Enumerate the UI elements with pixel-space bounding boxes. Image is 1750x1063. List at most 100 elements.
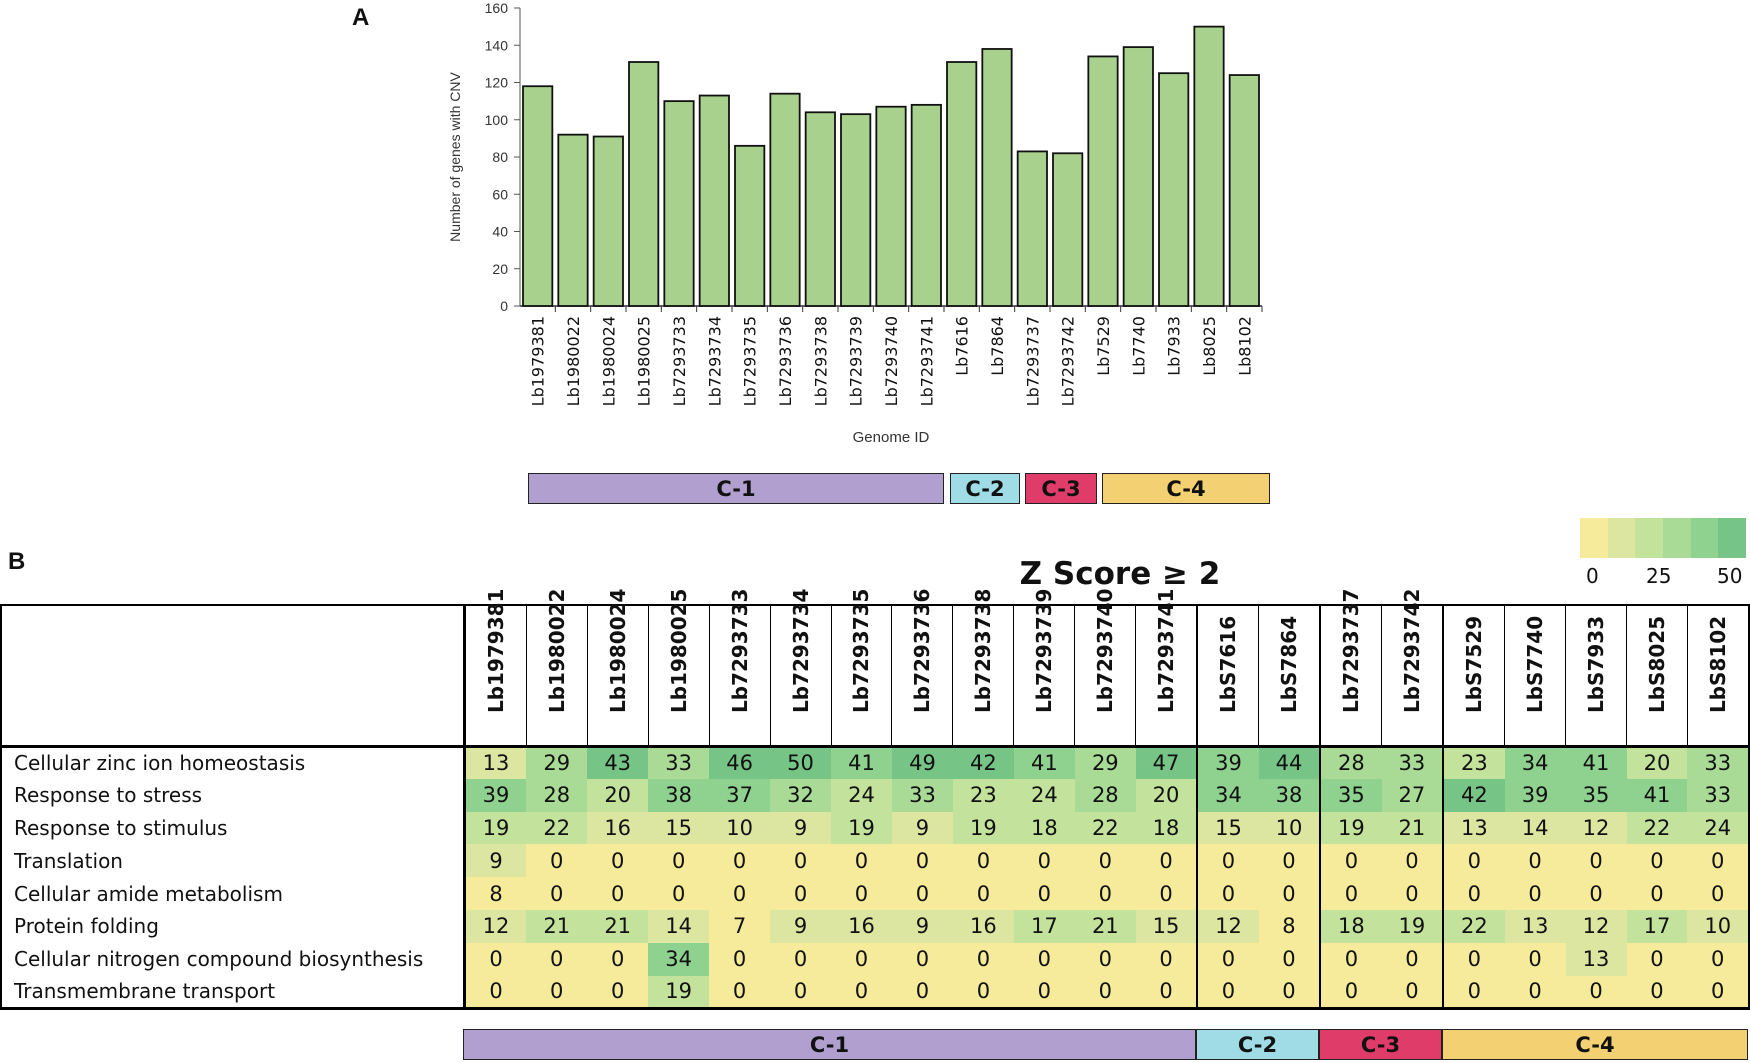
y-tick-label: 100 [485, 112, 509, 128]
x-tick-label: Lb7933 [1165, 316, 1184, 376]
heatmap-cell: 0 [1135, 877, 1198, 910]
heatmap-cell: 0 [648, 877, 710, 910]
x-tick-label: Lb7293735 [741, 316, 760, 406]
heatmap-cell: 20 [1135, 778, 1198, 812]
bar [1122, 46, 1154, 307]
row-label: Protein folding [0, 909, 466, 943]
heatmap-cell: 0 [526, 975, 588, 1010]
column-header-label: Lb7293735 [849, 588, 874, 713]
y-tick-label: 80 [492, 149, 508, 165]
heatmap-row: Cellular nitrogen compound biosynthesis 0… [0, 942, 1750, 976]
column-header-label: Lb1980022 [544, 588, 569, 713]
heatmap-cell: 0 [831, 942, 892, 976]
legend-swatch [1635, 518, 1664, 558]
heatmap-cell: 13 [1442, 811, 1505, 845]
heatmap-cell: 0 [1258, 877, 1321, 910]
bar [734, 144, 766, 307]
heatmap-cell: 18 [1135, 811, 1198, 845]
heatmap-cell: 9 [770, 909, 832, 943]
heatmap-cell: 0 [709, 877, 771, 910]
heatmap-cell: 10 [1258, 811, 1321, 845]
heatmap-cell: 0 [1258, 844, 1321, 878]
column-header: Lb1980024 [586, 588, 649, 746]
heatmap-cell: 12 [1565, 909, 1627, 943]
heatmap-cell: 21 [587, 909, 649, 943]
heatmap-cell: 0 [1381, 942, 1444, 976]
heatmap-cell: 20 [1626, 746, 1688, 779]
x-axis-label: Genome ID [853, 429, 930, 446]
heatmap-cell: 9 [891, 909, 953, 943]
column-header: Lb1979381 [463, 588, 527, 746]
heatmap-cell: 0 [1381, 975, 1444, 1010]
heatmap-cell: 0 [1626, 844, 1688, 878]
x-tick-label: Lb7293738 [811, 316, 830, 406]
heatmap-cell: 0 [1504, 942, 1566, 976]
heatmap-cell: 35 [1319, 778, 1382, 812]
heatmap-row: Cellular zinc ion homeostasis 13 29 43 33 46 5… [0, 746, 1750, 779]
column-header-label: LbS7933 [1584, 615, 1609, 713]
bar-chart: 0 20 40 60 80 100 120 140 160 Number of genes wit… [447, 0, 1263, 446]
heatmap-cell: 0 [1565, 975, 1627, 1010]
heatmap-cell: 17 [1626, 909, 1688, 943]
x-tick-label: Lb7293736 [776, 316, 795, 406]
heatmap-cell: 0 [1626, 942, 1688, 976]
heatmap-cell: 0 [952, 877, 1014, 910]
bar [522, 85, 554, 307]
heatmap-cell: 12 [1196, 909, 1259, 943]
heatmap-cell: 0 [709, 975, 771, 1010]
heatmap-cell: 0 [831, 844, 892, 878]
heatmap-cell: 0 [1074, 942, 1136, 976]
cluster-bar-c-1: C-1 [528, 473, 944, 504]
color-scale-legend [1580, 518, 1747, 558]
heatmap-cell: 22 [1626, 811, 1688, 845]
column-header: LbS7740 [1504, 605, 1566, 746]
y-tick-label: 140 [485, 37, 509, 53]
heatmap-cell: 28 [1074, 778, 1136, 812]
x-tick-label: Lb7529 [1094, 316, 1113, 376]
heatmap-cell: 0 [1074, 975, 1136, 1010]
x-tick-label: Lb1980025 [635, 316, 654, 406]
x-tick-label: Lb7864 [988, 316, 1007, 376]
heatmap-cell: 19 [464, 811, 527, 845]
heatmap-cell: 44 [1258, 746, 1321, 779]
bar [1228, 74, 1260, 307]
heatmap-cell: 13 [464, 746, 527, 779]
heatmap-cell: 0 [770, 942, 832, 976]
legend-tick-25: 25 [1646, 564, 1672, 588]
heatmap-cell: 0 [1319, 942, 1382, 976]
heatmap-cell: 21 [526, 909, 588, 943]
heatmap-cell: 0 [464, 975, 527, 1010]
x-tick-label: Lb7616 [953, 316, 972, 376]
column-header-label: Lb1979381 [483, 588, 508, 713]
heatmap-cell: 10 [709, 811, 771, 845]
heatmap-cell: 49 [891, 746, 953, 779]
heatmap-title: Z Score ≥ 2 [1019, 556, 1221, 592]
heatmap-cell: 21 [1381, 811, 1444, 845]
panel-a-label: A [352, 4, 370, 31]
bar [592, 135, 624, 307]
heatmap-cell: 34 [648, 942, 710, 976]
heatmap-cell: 0 [770, 975, 832, 1010]
heatmap-cell: 0 [1013, 844, 1075, 878]
heatmap-cell: 13 [1504, 909, 1566, 943]
x-tick-label: Lb7293733 [670, 316, 689, 406]
heatmap-cell: 37 [709, 778, 771, 812]
column-header-label: Lb7293734 [788, 588, 813, 713]
heatmap-cell: 12 [464, 909, 527, 943]
bar [557, 133, 589, 307]
heatmap-cell: 0 [648, 844, 710, 878]
legend-tick-50: 50 [1717, 564, 1743, 588]
row-label: Response to stress [0, 778, 466, 812]
column-header-label: Lb7293739 [1032, 588, 1057, 713]
bar [628, 61, 660, 307]
heatmap-cell: 14 [1504, 811, 1566, 845]
heatmap-cell: 0 [1442, 877, 1505, 910]
heatmap-cell: 16 [587, 811, 649, 845]
column-header: Lb7293736 [891, 588, 953, 746]
cluster-bar-c-1: C-1 [463, 1029, 1196, 1060]
bar [946, 61, 978, 307]
heatmap-row: Cellular amide metabolism 8 0 0 0 0 0 0 0 0 0 0 0 0 0 0… [0, 877, 1750, 910]
heatmap-cell: 0 [1504, 877, 1566, 910]
heatmap-cell: 0 [831, 877, 892, 910]
